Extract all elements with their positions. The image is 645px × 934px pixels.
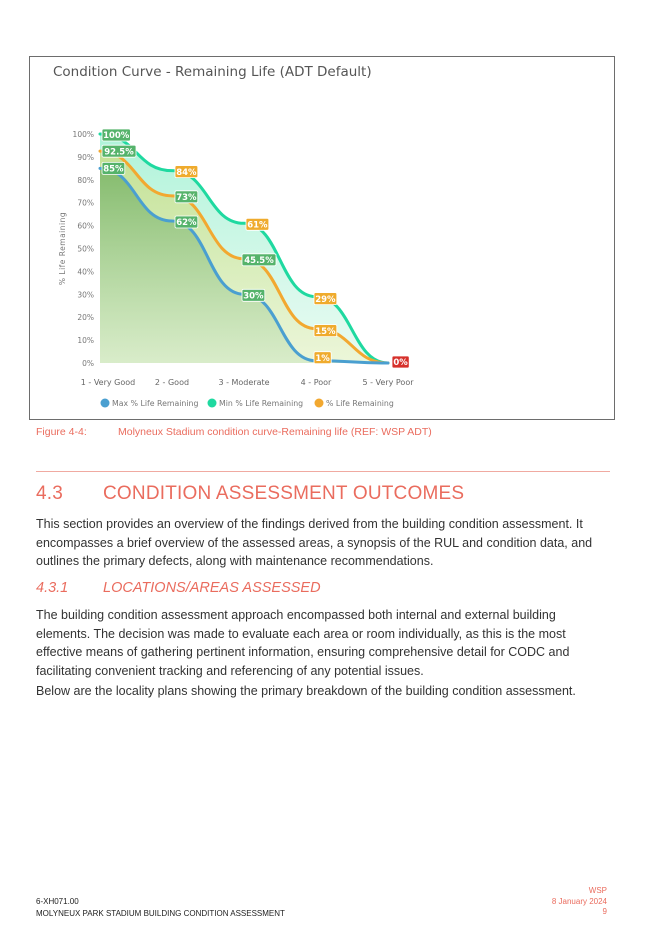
data-label-max: 1%: [315, 354, 330, 364]
subsection-heading: 4.3.1 LOCATIONS/AREAS ASSESSED: [36, 580, 321, 596]
data-label-max-bg: [313, 351, 332, 365]
legend-marker: [207, 398, 217, 408]
y-axis-label: % Life Remaining: [58, 212, 67, 285]
data-label-mid: 45.5%: [244, 256, 274, 266]
footer-page-info: WSP 8 January 2024 9: [552, 886, 607, 918]
section-divider: [36, 471, 610, 472]
data-label-min: 84%: [176, 168, 197, 178]
data-label-min-bg: [391, 355, 410, 369]
data-label-min-bg: [245, 217, 270, 231]
figure-caption: Figure 4-4: Molyneux Stadium condition cu…: [36, 426, 432, 438]
data-label-min: 0%: [393, 358, 408, 368]
data-label-mid: 92.5%: [104, 147, 134, 157]
legend-label: Min % Life Remaining: [219, 399, 303, 408]
section-heading: 4.3 CONDITION ASSESSMENT OUTCOMES: [36, 483, 464, 505]
y-tick-label: 80%: [77, 176, 94, 185]
y-tick-label: 40%: [77, 267, 94, 276]
data-label-min-bg: [313, 292, 338, 305]
data-label-min: 61%: [247, 221, 268, 231]
legend-marker: [100, 398, 110, 408]
section-number: 4.3: [36, 483, 64, 504]
subsection-number: 4.3.1: [36, 580, 69, 596]
y-tick-label: 20%: [77, 313, 94, 322]
footer-company: WSP: [588, 886, 607, 895]
data-label-min: 100%: [103, 131, 130, 141]
data-label-min-bg: [101, 128, 131, 142]
y-tick-label: 50%: [77, 245, 94, 254]
legend-label: % Life Remaining: [326, 399, 394, 408]
legend-marker: [314, 398, 324, 408]
y-tick-label: 0%: [82, 359, 94, 368]
area-max-life-remaining: [100, 168, 388, 363]
footer-date: 8 January 2024: [551, 896, 607, 906]
y-tick-label: 90%: [77, 153, 94, 162]
y-tick-label: 30%: [77, 290, 94, 299]
figure-caption-text: Molyneux Stadium condition curve-Remaini…: [118, 426, 432, 438]
data-label-min-bg: [174, 165, 199, 179]
section-intro-paragraph: This section provides an overview of the…: [36, 517, 593, 569]
data-label-max: 62%: [176, 218, 197, 228]
locations-paragraph-2: Below are the locality plans showing the…: [36, 684, 576, 698]
x-tick-label: 2 - Good: [155, 378, 189, 387]
data-label-max-bg: [174, 215, 199, 229]
data-label-mid-bg: [313, 324, 338, 338]
x-tick-label: 1 - Very Good: [81, 378, 135, 387]
y-tick-label: 70%: [77, 199, 94, 208]
y-tick-label: 10%: [77, 336, 94, 345]
data-label-mid: 15%: [315, 327, 336, 337]
data-label-mid-bg: [174, 190, 199, 204]
data-label-max-bg: [101, 161, 126, 175]
y-tick-label: 100%: [73, 130, 94, 139]
condition-curve-chart: Condition Curve - Remaining Life (ADT De…: [29, 56, 615, 420]
data-label-min: 29%: [315, 295, 336, 305]
footer-doc-title: MOLYNEUX PARK STADIUM BUILDING CONDITION…: [36, 909, 285, 918]
line-min-life-remaining: [98, 132, 390, 365]
footer-doc-number: 6-XH071.00: [36, 897, 79, 906]
data-label-mid-bg: [241, 253, 277, 267]
y-tick-label: 60%: [77, 222, 94, 231]
data-label-max: 30%: [243, 292, 264, 302]
subsection-title: LOCATIONS/AREAS ASSESSED: [103, 580, 321, 596]
x-tick-label: 3 - Moderate: [218, 378, 269, 387]
figure-number: Figure 4-4:: [36, 426, 87, 438]
chart-title: Condition Curve - Remaining Life (ADT De…: [53, 64, 372, 80]
locations-paragraph-1: The building condition assessment approa…: [36, 608, 570, 679]
data-label-max-bg: [241, 288, 266, 302]
section-title: CONDITION ASSESSMENT OUTCOMES: [103, 483, 465, 504]
legend-label: Max % Life Remaining: [112, 399, 198, 408]
data-label-mid-bg: [101, 144, 137, 158]
x-tick-label: 5 - Very Poor: [362, 378, 414, 387]
data-label-mid: 73%: [176, 193, 197, 203]
footer-page-number: 9: [602, 907, 607, 916]
x-tick-label: 4 - Poor: [301, 378, 332, 387]
chart-canvas: 0% 10% 20% 30% 40% 50% 60% 70% 80% 90% 100% % Life …: [58, 128, 414, 408]
footer-doc-info: 6-XH071.00 MOLYNEUX PARK STADIUM BUILDIN…: [36, 896, 285, 920]
data-label-max: 85%: [103, 165, 124, 175]
